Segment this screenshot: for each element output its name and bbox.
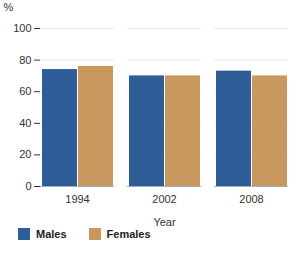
- svg-text:80: 80: [19, 54, 31, 66]
- svg-text:60: 60: [19, 85, 31, 97]
- html-text:Females: Females: [106, 228, 151, 240]
- svg-text:40: 40: [19, 117, 31, 129]
- svg-text:0: 0: [25, 180, 31, 192]
- svg-text:20: 20: [19, 148, 31, 160]
- svg-text:2008: 2008: [239, 193, 263, 205]
- svg-text:%: %: [4, 1, 14, 13]
- svg-text:100: 100: [13, 22, 31, 34]
- svg-text:1994: 1994: [65, 193, 89, 205]
- svg-text:2002: 2002: [152, 193, 176, 205]
- html-text:Males: Males: [36, 228, 67, 240]
- svg-text:Year: Year: [153, 216, 176, 228]
